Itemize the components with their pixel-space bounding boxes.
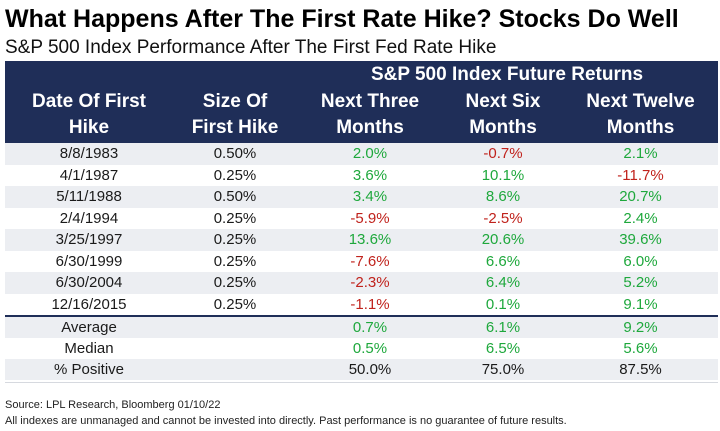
col-header-six-months-line2: Months: [469, 117, 537, 138]
col-header-size-line2: First Hike: [191, 117, 279, 138]
summary-row: % Positive 50.0% 75.0% 87.5%: [5, 359, 718, 380]
summary-three-months: 0.5%: [352, 340, 388, 357]
cell-twelve-months: -11.7%: [617, 166, 664, 184]
col-header-twelve-months-line2: Months: [606, 117, 675, 138]
cell-size: 0.50%: [213, 145, 257, 162]
cell-date: 4/1/1987: [59, 166, 119, 184]
cell-six-months: 10.1%: [481, 166, 525, 184]
cell-date: 5/11/1988: [56, 188, 122, 205]
table-row: 3/25/1997 0.25% 13.6% 20.6% 39.6%: [5, 229, 718, 251]
cell-date: 12/16/2015: [51, 295, 127, 313]
cell-date: 3/25/1997: [55, 231, 123, 248]
source-note: Source: LPL Research, Bloomberg 01/10/22: [5, 399, 221, 411]
cell-date: 6/30/2004: [55, 274, 123, 291]
cell-size: 0.25%: [213, 166, 257, 184]
chart-subtitle: S&P 500 Index Performance After The Firs…: [5, 37, 497, 58]
col-header-six-months: Next Six Months: [443, 89, 563, 141]
cell-size: 0.25%: [213, 295, 257, 313]
cell-six-months: 0.1%: [485, 295, 521, 313]
cell-three-months: 3.6%: [352, 166, 388, 184]
cell-twelve-months: 9.1%: [623, 295, 658, 313]
col-header-size-line1: Size Of: [202, 91, 268, 112]
chart-title: What Happens After The First Rate Hike? …: [5, 5, 679, 33]
cell-twelve-months: 2.4%: [623, 209, 658, 227]
table-row: 8/8/1983 0.50% 2.0% -0.7% 2.1%: [5, 143, 718, 165]
table-row: 6/30/1999 0.25% -7.6% 6.6% 6.0%: [5, 251, 718, 273]
cell-size: 0.25%: [213, 274, 257, 291]
table-bottom-rule: [5, 382, 718, 383]
cell-twelve-months: 5.2%: [623, 274, 658, 291]
summary-row: Average 0.7% 6.1% 9.2%: [5, 317, 718, 338]
summary-six-months: 75.0%: [481, 361, 525, 378]
summary-label: Average: [61, 319, 117, 336]
summary-twelve-months: 87.5%: [619, 361, 662, 378]
cell-size: 0.25%: [213, 252, 257, 270]
col-header-twelve-months-line1: Next Twelve: [586, 91, 695, 112]
cell-size: 0.50%: [213, 188, 257, 205]
col-header-three-months-line2: Months: [336, 117, 404, 138]
cell-three-months: -7.6%: [350, 252, 390, 270]
cell-six-months: -2.5%: [483, 209, 523, 227]
cell-date: 2/4/1994: [59, 209, 119, 227]
col-header-six-months-line1: Next Six: [465, 91, 541, 112]
summary-six-months: 6.1%: [485, 319, 521, 336]
cell-size: 0.25%: [213, 231, 257, 248]
cell-three-months: -2.3%: [350, 274, 390, 291]
table-header: S&P 500 Index Future Returns Date Of Fir…: [5, 61, 718, 143]
group-header-future-returns: S&P 500 Index Future Returns: [370, 64, 644, 85]
cell-three-months: 2.0%: [352, 145, 388, 162]
cell-twelve-months: 2.1%: [623, 145, 658, 162]
table-row: 5/11/1988 0.50% 3.4% 8.6% 20.7%: [5, 186, 718, 208]
cell-twelve-months: 39.6%: [619, 231, 662, 248]
cell-date: 8/8/1983: [59, 145, 119, 162]
table-row: 6/30/2004 0.25% -2.3% 6.4% 5.2%: [5, 272, 718, 294]
cell-three-months: -1.1%: [350, 295, 390, 313]
cell-three-months: -5.9%: [350, 209, 390, 227]
table-body: 8/8/1983 0.50% 2.0% -0.7% 2.1% 4/1/1987 0.25% 3…: [5, 143, 718, 315]
summary-label: Median: [64, 340, 114, 357]
disclaimer-note: All indexes are unmanaged and cannot be …: [5, 415, 567, 427]
table-summary: Average 0.7% 6.1% 9.2% Median 0.5% 6.5% 5.6% % P…: [5, 317, 718, 380]
summary-three-months: 0.7%: [352, 319, 388, 336]
col-header-three-months: Next Three Months: [297, 89, 443, 141]
cell-three-months: 3.4%: [352, 188, 388, 205]
col-header-date-line1: Date Of First: [31, 91, 147, 112]
col-header-three-months-line1: Next Three: [320, 91, 420, 112]
summary-label: % Positive: [53, 361, 125, 378]
summary-divider: [5, 315, 718, 317]
cell-six-months: 20.6%: [481, 231, 525, 248]
summary-twelve-months: 5.6%: [623, 340, 658, 357]
cell-six-months: 8.6%: [485, 188, 521, 205]
cell-six-months: 6.6%: [485, 252, 521, 270]
col-header-date-line2: Hike: [68, 117, 110, 138]
table-row: 4/1/1987 0.25% 3.6% 10.1% -11.7%: [5, 165, 718, 187]
col-header-date: Date Of First Hike: [5, 89, 173, 141]
table-row: 2/4/1994 0.25% -5.9% -2.5% 2.4%: [5, 208, 718, 230]
cell-date: 6/30/1999: [55, 252, 123, 270]
table-row: 12/16/2015 0.25% -1.1% 0.1% 9.1%: [5, 294, 718, 316]
summary-row: Median 0.5% 6.5% 5.6%: [5, 338, 718, 359]
col-header-twelve-months: Next Twelve Months: [563, 89, 718, 141]
cell-three-months: 13.6%: [348, 231, 392, 248]
cell-twelve-months: 6.0%: [623, 252, 658, 270]
cell-six-months: -0.7%: [483, 145, 523, 162]
summary-twelve-months: 9.2%: [623, 319, 658, 336]
summary-six-months: 6.5%: [485, 340, 521, 357]
summary-three-months: 50.0%: [348, 361, 392, 378]
col-header-size: Size Of First Hike: [173, 89, 297, 141]
cell-six-months: 6.4%: [485, 274, 521, 291]
cell-twelve-months: 20.7%: [619, 188, 662, 205]
cell-size: 0.25%: [213, 209, 257, 227]
